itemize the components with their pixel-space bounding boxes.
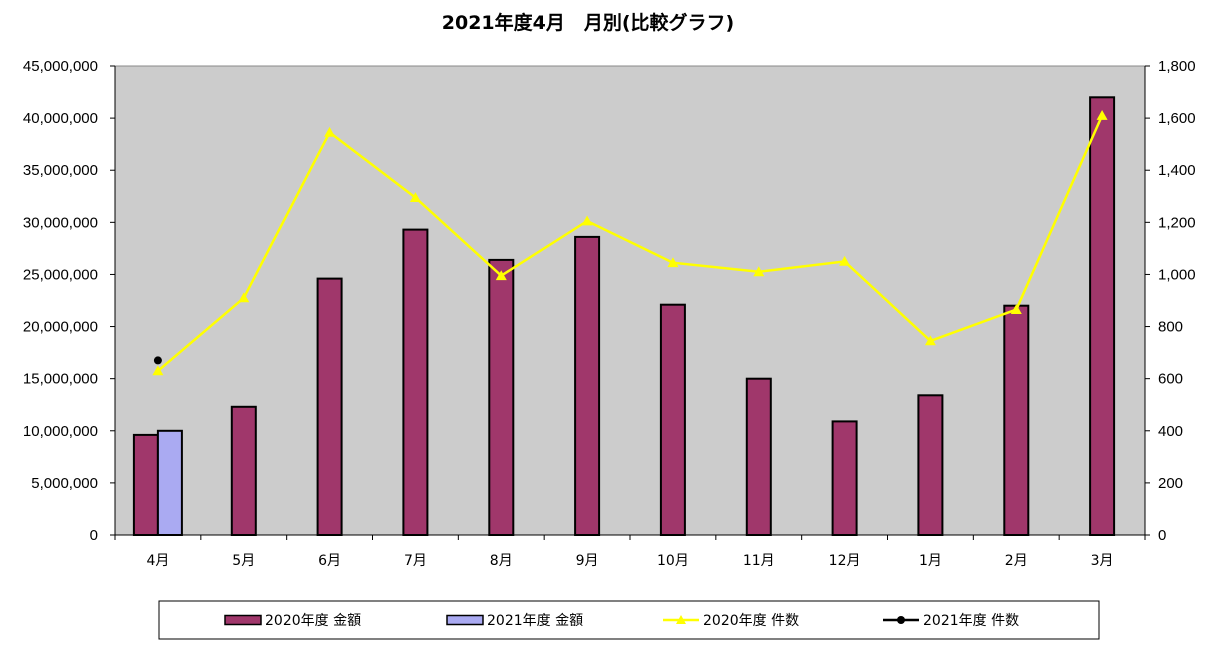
y-left-tick-label-8: 40,000,000 <box>23 110 98 127</box>
x-tick-label-3: 6月 <box>318 553 341 569</box>
legend-marker-4 <box>897 616 905 624</box>
legend-swatch-2 <box>446 614 484 626</box>
x-tick-label-6: 9月 <box>576 553 599 569</box>
y-right-tick-label-2: 400 <box>1158 423 1183 440</box>
bar-1-9 <box>831 420 858 536</box>
y-left-tick-label-5: 25,000,000 <box>23 266 98 283</box>
bars-layer <box>132 96 1116 537</box>
bar-1-7 <box>659 303 686 537</box>
x-tick-label-5: 8月 <box>490 553 513 569</box>
x-tick-label-7: 10月 <box>657 553 689 569</box>
legend-swatch-1 <box>224 614 262 626</box>
legend-label-2: 2021年度 金額 <box>487 613 583 629</box>
x-tick-label-10: 1月 <box>919 553 942 569</box>
y-right-tick-label-7: 1,400 <box>1158 162 1196 179</box>
bar-1-10 <box>917 394 944 536</box>
x-tick-label-4: 7月 <box>404 553 427 569</box>
y-left-tick-label-0: 0 <box>90 527 98 544</box>
point-3-7 <box>667 257 679 268</box>
legend-label-1: 2020年度 金額 <box>265 613 361 629</box>
lines-layer <box>152 110 1108 376</box>
y-left-tick-label-3: 15,000,000 <box>23 371 98 388</box>
y-right-tick-label-9: 1,800 <box>1158 58 1196 75</box>
bar-1-2 <box>230 405 257 536</box>
x-tick-label-11: 2月 <box>1005 553 1028 569</box>
y-left-tick-label-7: 35,000,000 <box>23 162 98 179</box>
plot-area <box>114 65 1146 536</box>
bar-1-8 <box>745 377 772 537</box>
point-3-4 <box>409 192 421 202</box>
point-4-1 <box>153 356 162 365</box>
y-right-tick-label-0: 0 <box>1158 527 1166 544</box>
y-right-tick-label-1: 200 <box>1158 475 1183 492</box>
x-tick-label-2: 5月 <box>232 553 255 569</box>
y-left-tick-label-9: 45,000,000 <box>23 58 98 75</box>
point-3-10 <box>924 335 936 346</box>
y-right-tick-label-5: 1,000 <box>1158 266 1196 283</box>
point-3-1 <box>152 365 164 376</box>
y-left-tick-label-1: 5,000,000 <box>31 475 98 492</box>
x-tick-label-1: 4月 <box>146 553 169 569</box>
x-tick-label-8: 11月 <box>743 553 775 569</box>
line-series-3 <box>157 114 1104 372</box>
y-right-tick-label-8: 1,600 <box>1158 110 1196 127</box>
y-left-tick-label-6: 30,000,000 <box>23 214 98 231</box>
legend-marker-3 <box>676 615 686 624</box>
point-3-3 <box>324 126 336 137</box>
x-tick-label-12: 3月 <box>1091 553 1114 569</box>
bar-1-3 <box>316 277 343 536</box>
point-3-11 <box>1010 304 1022 314</box>
chart-title: 2021年度4月 月別(比較グラフ) <box>442 11 734 34</box>
point-3-12 <box>1096 110 1108 120</box>
bar-1-5 <box>488 258 515 536</box>
x-tick-label-9: 12月 <box>829 553 861 569</box>
point-3-6 <box>581 215 593 226</box>
bar-1-11 <box>1003 304 1030 537</box>
y-left-tick-label-4: 20,000,000 <box>23 319 98 336</box>
bar-1-6 <box>574 235 601 536</box>
point-3-5 <box>495 270 507 281</box>
legend-label-3: 2020年度 件数 <box>703 613 799 629</box>
legend: 2020年度 金額 2021年度 金額 2020年度 件数 2021年度 件数 <box>158 600 1100 640</box>
y-right-tick-label-6: 1,200 <box>1158 214 1196 231</box>
point-3-9 <box>839 255 851 266</box>
point-3-2 <box>238 292 250 303</box>
legend-label-4: 2021年度 件数 <box>923 613 1019 629</box>
y-left-tick-label-2: 10,000,000 <box>23 423 98 440</box>
point-3-8 <box>753 266 765 277</box>
legend-box <box>158 600 1100 640</box>
bar-1-4 <box>402 228 429 536</box>
y-right-tick-label-3: 600 <box>1158 371 1183 388</box>
bar-1-1 <box>132 433 159 536</box>
axes-layer: 0 5,000,000 10,000,000 15,000,000 20,000,000… <box>23 58 1196 569</box>
bar-1-12 <box>1089 96 1116 537</box>
y-right-tick-label-4: 800 <box>1158 319 1183 336</box>
bar-2-1 <box>156 429 183 536</box>
